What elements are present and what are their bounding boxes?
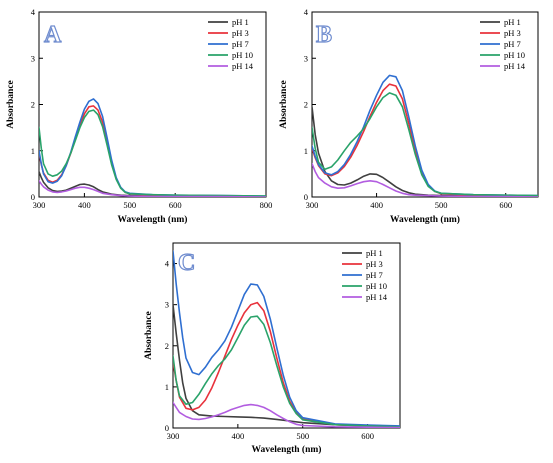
series-line-ph-7 [173, 250, 400, 427]
panel-letter: B [316, 22, 332, 48]
series-line-ph-10 [312, 92, 538, 197]
plot-frame [172, 242, 401, 429]
legend-label-ph-10: pH 10 [232, 50, 253, 60]
y-tick-label: 0 [304, 192, 308, 202]
y-tick-label: 0 [165, 423, 169, 433]
y-axis-title: Absorbance [6, 80, 16, 129]
legend-label-ph-3: pH 3 [366, 259, 383, 269]
chart-panel-c: 300 400 500 600 0 1 2 3 4 Wavelength (nm) Absorban… [144, 242, 401, 455]
y-tick-label: 3 [304, 53, 308, 63]
legend-label-ph-3: pH 3 [504, 28, 521, 38]
series-line-ph-10 [173, 315, 400, 428]
x-tick-label: 400 [231, 431, 244, 441]
x-tick-label: 600 [499, 200, 512, 210]
legend-label-ph-3: pH 3 [232, 28, 249, 38]
legend-label-ph-1: pH 1 [366, 248, 383, 258]
y-tick-label: 0 [31, 192, 35, 202]
series-line-ph-14 [39, 180, 266, 197]
y-tick-label: 3 [165, 300, 169, 310]
series-line-ph-10 [39, 109, 266, 197]
x-tick-label: 400 [78, 200, 91, 210]
legend-label-ph-7: pH 7 [504, 39, 521, 49]
legend-label-ph-7: pH 7 [232, 39, 249, 49]
y-tick-label: 4 [304, 7, 309, 17]
panel-letter: C [178, 250, 195, 276]
x-tick-label: 500 [435, 200, 448, 210]
y-tick-label: 1 [31, 146, 35, 156]
y-axis-title: Absorbance [279, 80, 289, 129]
x-tick-label: 300 [33, 200, 46, 210]
legend-label-ph-10: pH 10 [504, 50, 525, 60]
x-tick-label: 600 [361, 431, 374, 441]
y-tick-label: 1 [165, 382, 169, 392]
series-group [312, 74, 538, 197]
series-line-ph-7 [312, 74, 538, 197]
x-tick-label: 800 [260, 200, 273, 210]
y-axis-title: Absorbance [144, 311, 154, 360]
legend-label-ph-14: pH 14 [232, 61, 254, 71]
y-tick-label: 2 [165, 341, 169, 351]
x-tick-label: 300 [306, 200, 319, 210]
x-tick-label: 600 [169, 200, 182, 210]
x-tick-label: 500 [296, 431, 309, 441]
x-tick-label: 400 [370, 200, 383, 210]
y-tick-label: 2 [31, 100, 35, 110]
series-line-ph-14 [173, 401, 400, 428]
legend-label-ph-14: pH 14 [366, 292, 388, 302]
x-axis-title: Wavelength (nm) [390, 214, 460, 225]
y-tick-label: 2 [304, 100, 308, 110]
series-line-ph-1 [173, 303, 400, 428]
legend-label-ph-10: pH 10 [366, 281, 387, 291]
x-axis-title: Wavelength (nm) [252, 444, 322, 455]
x-tick-label: 300 [167, 431, 180, 441]
legend-label-ph-1: pH 1 [504, 17, 521, 27]
series-line-ph-14 [312, 162, 538, 197]
y-tick-label: 1 [304, 146, 308, 156]
chart-panel-a: 300 400 500 600 800 0 1 2 3 4 Wavelength (nm) Absor… [6, 7, 272, 225]
series-line-ph-3 [39, 105, 266, 197]
legend-label-ph-1: pH 1 [232, 17, 249, 27]
y-tick-label: 4 [31, 7, 36, 17]
x-axis-title: Wavelength (nm) [118, 214, 188, 225]
series-line-ph-1 [312, 106, 538, 197]
y-tick-label: 4 [165, 259, 170, 269]
legend-label-ph-7: pH 7 [366, 270, 383, 280]
legend-label-ph-14: pH 14 [504, 61, 526, 71]
x-tick-label: 500 [123, 200, 136, 210]
series-group [39, 98, 266, 197]
y-tick-label: 3 [31, 53, 35, 63]
panel-letter: A [44, 22, 62, 48]
series-group [173, 250, 400, 428]
chart-panel-b: 300 400 500 600 0 1 2 3 4 Wavelength (nm) Absorban… [279, 7, 539, 225]
series-line-ph-1 [39, 170, 266, 197]
